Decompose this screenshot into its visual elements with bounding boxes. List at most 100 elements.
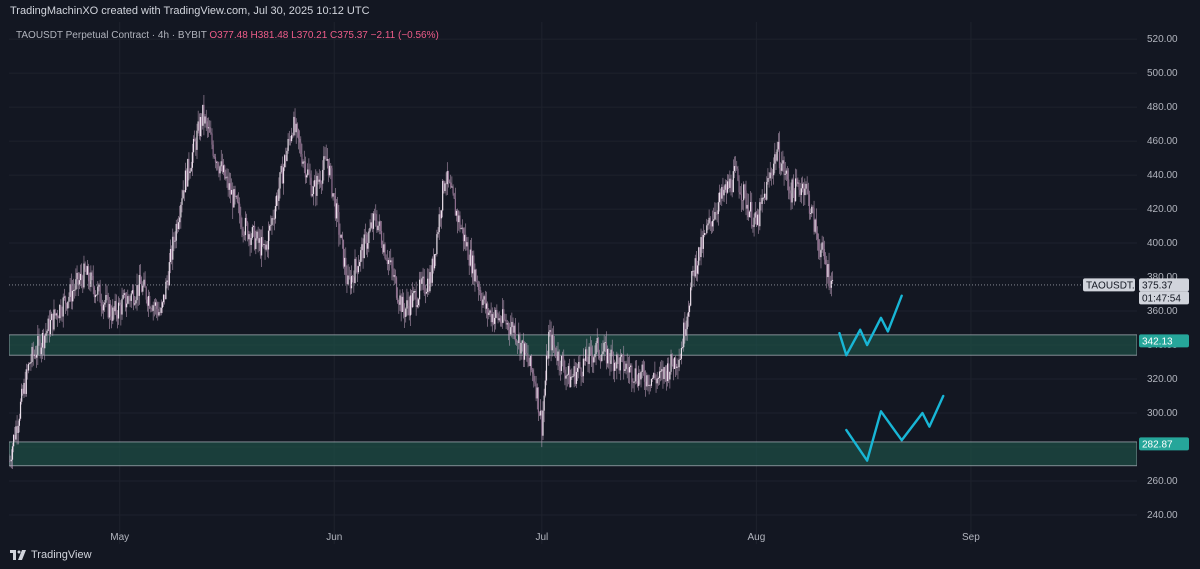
candle-body <box>670 354 672 372</box>
symbol-price-tag: TAOUSDT.P <box>1086 280 1142 291</box>
date-tick-label: Jun <box>326 532 342 543</box>
candle-body <box>152 305 154 311</box>
candle-body <box>541 410 543 436</box>
candle-body <box>214 157 217 163</box>
candle-body <box>235 196 237 198</box>
candle-body <box>299 138 301 143</box>
candle-body <box>316 175 318 196</box>
candle-body <box>179 217 181 223</box>
candle-body <box>117 302 120 319</box>
candle-body <box>625 363 627 370</box>
candle-body <box>699 247 701 258</box>
candle-body <box>461 227 463 229</box>
candle-body <box>399 295 401 305</box>
candle-body <box>161 302 163 308</box>
candle-body <box>684 322 686 336</box>
candle-body <box>354 258 356 284</box>
candle-body <box>713 219 715 221</box>
candle-body <box>47 318 49 331</box>
candle-body <box>349 276 351 289</box>
candle-body <box>213 155 215 158</box>
candle-body <box>147 296 150 306</box>
zone-lower-price-tag: 282.87 <box>1142 439 1173 450</box>
candle-body <box>380 231 383 245</box>
candle-body <box>252 226 255 228</box>
candle-body <box>160 307 162 313</box>
candle-body <box>30 361 32 364</box>
candle-body <box>724 184 726 190</box>
candle-body <box>365 234 368 249</box>
candle-body <box>795 178 797 202</box>
candle-body <box>596 337 598 344</box>
tradingview-logo[interactable]: TradingView <box>10 549 92 561</box>
candle-body <box>250 237 252 245</box>
candle-body <box>353 277 355 284</box>
candle-body <box>197 121 199 131</box>
last-price-tag-bg <box>1139 278 1189 292</box>
support-zone-upper[interactable] <box>9 334 1138 356</box>
candle-body <box>363 234 365 259</box>
zone-upper-price-tag-bg <box>1139 334 1189 348</box>
candle-body <box>297 129 300 139</box>
candle-body <box>783 160 785 175</box>
candle-body <box>41 333 44 348</box>
candle-body <box>805 183 807 189</box>
candle-body <box>383 244 385 253</box>
candle-body <box>156 302 158 309</box>
candle-body <box>290 135 293 142</box>
candle-body <box>628 367 631 373</box>
candle-body <box>370 222 372 228</box>
candle-body <box>151 308 153 311</box>
candle-body <box>245 217 248 223</box>
candle-body <box>415 291 417 307</box>
candle-body <box>460 228 462 230</box>
candle-body <box>602 351 604 355</box>
candle-body <box>121 298 123 315</box>
candle-body <box>419 279 421 300</box>
candle-body <box>766 181 768 200</box>
candle-body <box>621 354 624 356</box>
candle-body <box>281 165 283 184</box>
candle-body <box>450 182 452 188</box>
ohlc-values: O377.48 H381.48 L370.21 C375.37 −2.11 (−… <box>209 30 439 41</box>
candle-body <box>612 355 614 371</box>
candle-body <box>574 366 576 384</box>
candle-body <box>636 381 639 386</box>
candle-body <box>624 369 626 371</box>
candle-body <box>635 368 638 382</box>
candle-body <box>391 260 393 269</box>
candle-body <box>474 269 476 282</box>
candle-body <box>632 382 634 383</box>
candle-body <box>675 357 677 368</box>
support-zone-lower[interactable] <box>9 441 1138 467</box>
candle-body <box>395 277 398 298</box>
candle-body <box>175 223 177 241</box>
candle-body <box>318 179 320 182</box>
candle-body <box>718 192 721 203</box>
candle-body <box>743 184 745 201</box>
candle-body <box>466 242 468 247</box>
chart-area[interactable]: 240.00260.00280.00300.00320.00340.00360.… <box>9 22 1191 544</box>
candle-body <box>70 284 72 302</box>
candle-body <box>564 369 566 379</box>
price-chart[interactable]: 240.00260.00280.00300.00320.00340.00360.… <box>9 22 1191 544</box>
candle-body <box>800 188 802 195</box>
candle-body <box>409 295 411 316</box>
candle-body <box>819 250 821 258</box>
candle-body <box>270 224 272 226</box>
date-tick-label: May <box>110 532 129 543</box>
candle-body <box>269 225 271 231</box>
candle-body <box>59 304 61 319</box>
candle-body <box>754 212 756 218</box>
candle-body <box>432 258 435 269</box>
candle-body <box>77 272 79 285</box>
candle-body <box>182 190 184 199</box>
upper-zigzag-drawing[interactable] <box>838 294 903 357</box>
candle-body <box>398 302 400 305</box>
candle-body <box>446 171 448 185</box>
candle-body <box>113 307 115 312</box>
candle-body <box>631 365 633 383</box>
candle-body <box>690 287 692 306</box>
lower-zigzag-drawing[interactable] <box>845 394 945 462</box>
candle-body <box>745 190 747 209</box>
